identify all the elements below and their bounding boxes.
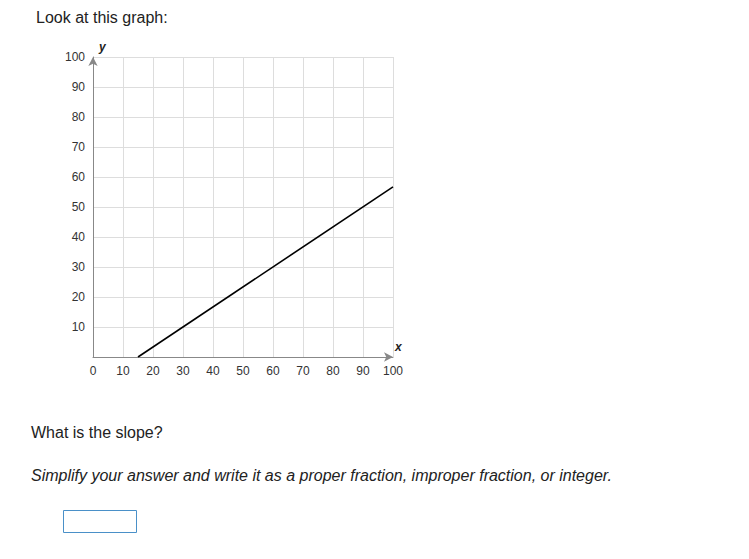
svg-text:x: x <box>394 340 403 354</box>
svg-text:70: 70 <box>296 364 310 378</box>
svg-text:20: 20 <box>72 290 86 304</box>
svg-text:Look at this graph:: Look at this graph: <box>36 9 168 26</box>
svg-text:30: 30 <box>176 364 190 378</box>
svg-text:80: 80 <box>326 364 340 378</box>
svg-text:0: 0 <box>90 364 97 378</box>
svg-text:10: 10 <box>72 320 86 334</box>
svg-text:y: y <box>98 40 107 54</box>
svg-text:60: 60 <box>266 364 280 378</box>
svg-text:50: 50 <box>236 364 250 378</box>
svg-text:What is the slope?: What is the slope? <box>31 424 163 441</box>
svg-text:Simplify your answer and write: Simplify your answer and write it as a p… <box>31 467 612 484</box>
svg-text:100: 100 <box>383 364 403 378</box>
svg-text:90: 90 <box>72 80 86 94</box>
svg-text:100: 100 <box>65 50 85 64</box>
svg-text:40: 40 <box>206 364 220 378</box>
svg-text:50: 50 <box>72 200 86 214</box>
svg-text:90: 90 <box>356 364 370 378</box>
svg-text:70: 70 <box>72 140 86 154</box>
svg-text:10: 10 <box>116 364 130 378</box>
svg-text:40: 40 <box>72 230 86 244</box>
svg-text:60: 60 <box>72 170 86 184</box>
svg-text:20: 20 <box>146 364 160 378</box>
svg-text:80: 80 <box>72 110 86 124</box>
svg-text:30: 30 <box>72 260 86 274</box>
